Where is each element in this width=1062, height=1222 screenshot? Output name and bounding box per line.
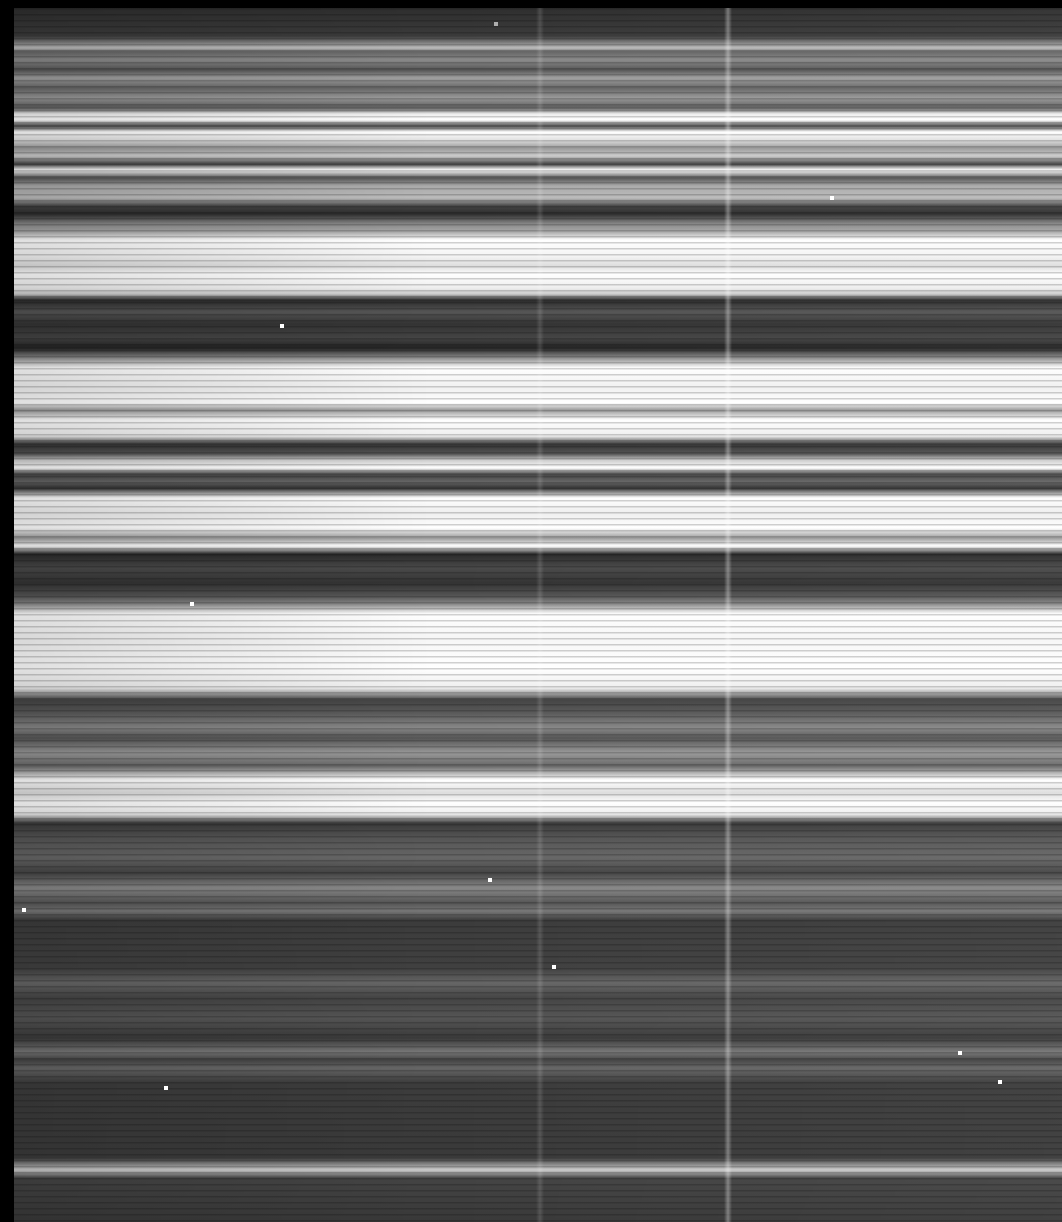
faint-column [536, 8, 544, 1222]
hot-pixel [22, 908, 26, 912]
page: {} [0, 0, 1062, 1222]
hot-pixel [280, 324, 284, 328]
hot-pixel [494, 22, 498, 26]
hot-pixel [164, 1086, 168, 1090]
hot-pixel [190, 602, 194, 606]
hot-pixel [488, 878, 492, 882]
spectrum-image [14, 8, 1062, 1222]
hot-pixel [552, 965, 556, 969]
hot-pixel [958, 1051, 962, 1055]
hot-pixel [830, 196, 834, 200]
bright-column [724, 8, 732, 1222]
hot-pixel [998, 1080, 1002, 1084]
